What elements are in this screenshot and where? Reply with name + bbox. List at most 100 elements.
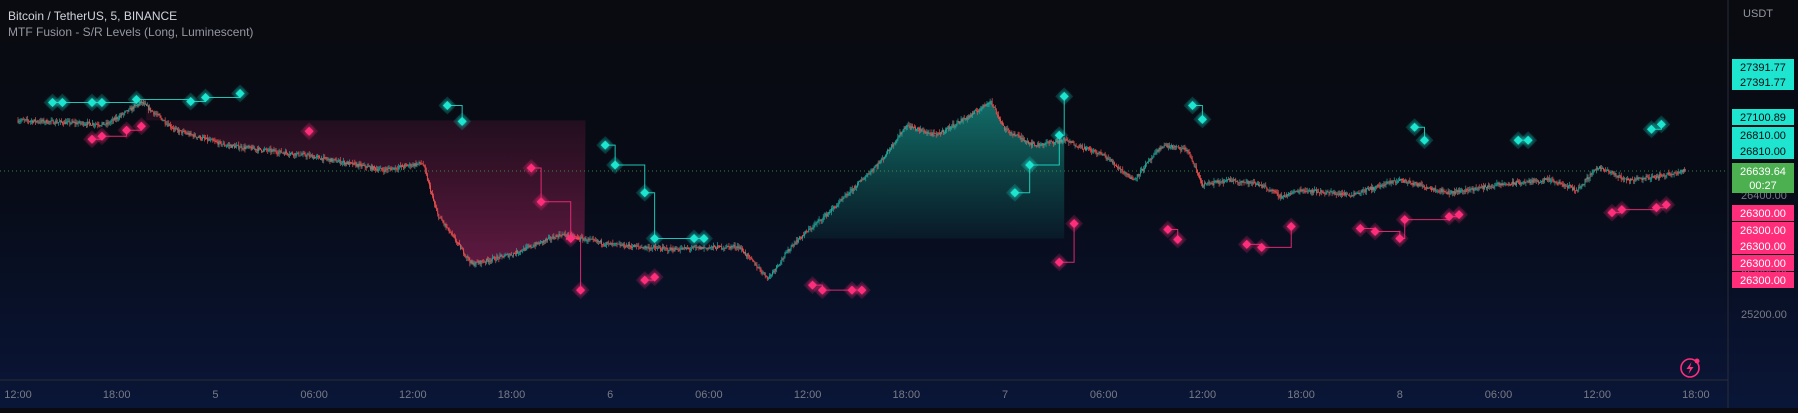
symbol-title[interactable]: Bitcoin / TetherUS, 5, BINANCE: [8, 9, 178, 23]
candle-body: [671, 248, 673, 250]
resistance-marker: [97, 97, 107, 107]
candle-body: [240, 146, 242, 148]
candle-body: [1479, 187, 1481, 188]
candle-body: [902, 129, 904, 133]
candle-body: [45, 120, 47, 123]
candle-body: [1514, 182, 1515, 185]
candle-body: [1385, 183, 1387, 185]
candle-body: [612, 243, 614, 244]
candle-body: [85, 124, 87, 126]
candle-body: [1006, 128, 1008, 130]
resistance-step-line: [1014, 165, 1031, 194]
candle-body: [1502, 183, 1504, 186]
candle-body: [1071, 141, 1073, 143]
candle-body: [1604, 169, 1606, 171]
candle-body: [459, 242, 460, 245]
candle-body: [1130, 177, 1132, 179]
candle-body: [1360, 190, 1362, 193]
candle-body: [1020, 136, 1022, 139]
candle-body: [1600, 166, 1601, 169]
candle-body: [661, 249, 663, 251]
candle-body: [1430, 187, 1431, 189]
candle-body: [1094, 149, 1096, 152]
candle-body: [1439, 191, 1441, 193]
candle-body: [1567, 185, 1569, 188]
candle-body: [512, 253, 514, 256]
candle-body: [420, 163, 422, 165]
candle-body: [1201, 180, 1202, 184]
candle-body: [299, 155, 301, 157]
candle-body: [1582, 184, 1584, 185]
candle-body: [1132, 179, 1134, 181]
candle-body: [1317, 191, 1319, 193]
candle-body: [1181, 148, 1183, 151]
candle-body: [875, 165, 877, 167]
candle-body: [964, 118, 966, 119]
lightning-alert-icon[interactable]: [1679, 357, 1701, 379]
support-marker: [1444, 212, 1454, 222]
candle-body: [1587, 176, 1589, 180]
candle-body: [1165, 144, 1167, 146]
candle-body: [1537, 180, 1539, 183]
candle-body: [1041, 143, 1043, 145]
candle-body: [1336, 193, 1338, 195]
candle-body: [217, 142, 219, 145]
candle-body: [547, 238, 549, 241]
candle-body: [510, 254, 512, 256]
candle-body: [1184, 147, 1186, 151]
candle-body: [682, 247, 684, 250]
candle-body: [142, 102, 144, 105]
candle-body: [175, 128, 176, 130]
candle-body: [1054, 142, 1056, 143]
candle-body: [1160, 147, 1162, 150]
candle-body: [868, 173, 870, 175]
candle-body: [469, 260, 471, 263]
candle-body: [984, 105, 986, 106]
resistance-marker: [201, 93, 211, 103]
candle-body: [1328, 192, 1330, 194]
candle-body: [388, 168, 390, 169]
candle-body: [1078, 147, 1080, 148]
candle-body: [285, 151, 287, 154]
candle-body: [44, 122, 46, 124]
candle-body: [507, 254, 509, 258]
candle-body: [1015, 135, 1017, 137]
candle-body: [679, 248, 681, 251]
candle-body: [986, 103, 988, 105]
candle-body: [278, 151, 280, 154]
candle-body: [782, 258, 784, 260]
support-step-line: [570, 237, 582, 291]
candle-body: [934, 132, 936, 134]
candle-body: [1528, 180, 1530, 182]
candle-body: [310, 155, 312, 157]
candle-body: [1335, 194, 1337, 196]
candle-body: [1061, 139, 1063, 143]
candle-body: [194, 134, 196, 137]
indicator-title[interactable]: MTF Fusion - S/R Levels (Long, Luminesce…: [8, 25, 254, 39]
candle-body: [1253, 182, 1255, 184]
support-marker: [566, 233, 576, 243]
candle-body: [277, 153, 279, 155]
candle-body: [660, 248, 661, 250]
candle-body: [383, 170, 385, 172]
candle-body: [521, 250, 523, 252]
candle-body: [1342, 193, 1343, 195]
candle-body: [282, 152, 284, 154]
candle-body: [147, 105, 148, 107]
candle-body: [62, 122, 64, 124]
candle-body: [127, 110, 129, 112]
candle-body: [1633, 179, 1635, 181]
candle-body: [1684, 169, 1685, 172]
candle-body: [1349, 194, 1351, 196]
candle-body: [449, 231, 451, 233]
candle-body: [340, 163, 342, 164]
candle-body: [500, 255, 502, 256]
candle-body: [412, 164, 414, 166]
candle-body: [936, 132, 938, 136]
candle-body: [681, 247, 683, 250]
support-fill-area: [146, 106, 586, 265]
candle-body: [733, 245, 735, 247]
candle-body: [163, 120, 165, 122]
